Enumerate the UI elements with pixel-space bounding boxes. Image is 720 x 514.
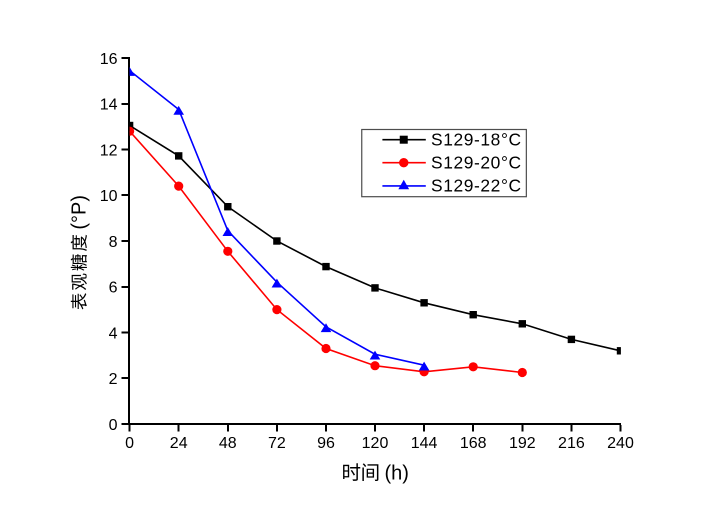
svg-text:8: 8: [109, 234, 118, 251]
svg-text:0: 0: [125, 435, 134, 452]
svg-text:72: 72: [268, 435, 286, 452]
svg-text:4: 4: [109, 325, 118, 342]
svg-text:168: 168: [460, 435, 487, 452]
svg-text:240: 240: [607, 435, 634, 452]
svg-text:6: 6: [109, 280, 118, 297]
svg-text:(h): (h): [385, 463, 409, 485]
svg-text:0: 0: [109, 417, 118, 434]
svg-text:14: 14: [100, 97, 118, 114]
svg-text:192: 192: [509, 435, 536, 452]
svg-text:16: 16: [100, 51, 118, 68]
svg-text:10: 10: [100, 188, 118, 205]
svg-text:S129-20°C: S129-20°C: [431, 152, 522, 172]
svg-text:12: 12: [100, 142, 118, 159]
svg-text:96: 96: [317, 435, 335, 452]
svg-text:48: 48: [219, 435, 237, 452]
svg-text:S129-22°C: S129-22°C: [431, 176, 522, 196]
svg-text:S129-18°C: S129-18°C: [431, 129, 522, 149]
svg-text:144: 144: [411, 435, 438, 452]
svg-text:(°P): (°P): [69, 195, 91, 230]
svg-text:2: 2: [109, 371, 118, 388]
svg-text:24: 24: [170, 435, 188, 452]
svg-text:216: 216: [558, 435, 585, 452]
svg-text:120: 120: [362, 435, 389, 452]
